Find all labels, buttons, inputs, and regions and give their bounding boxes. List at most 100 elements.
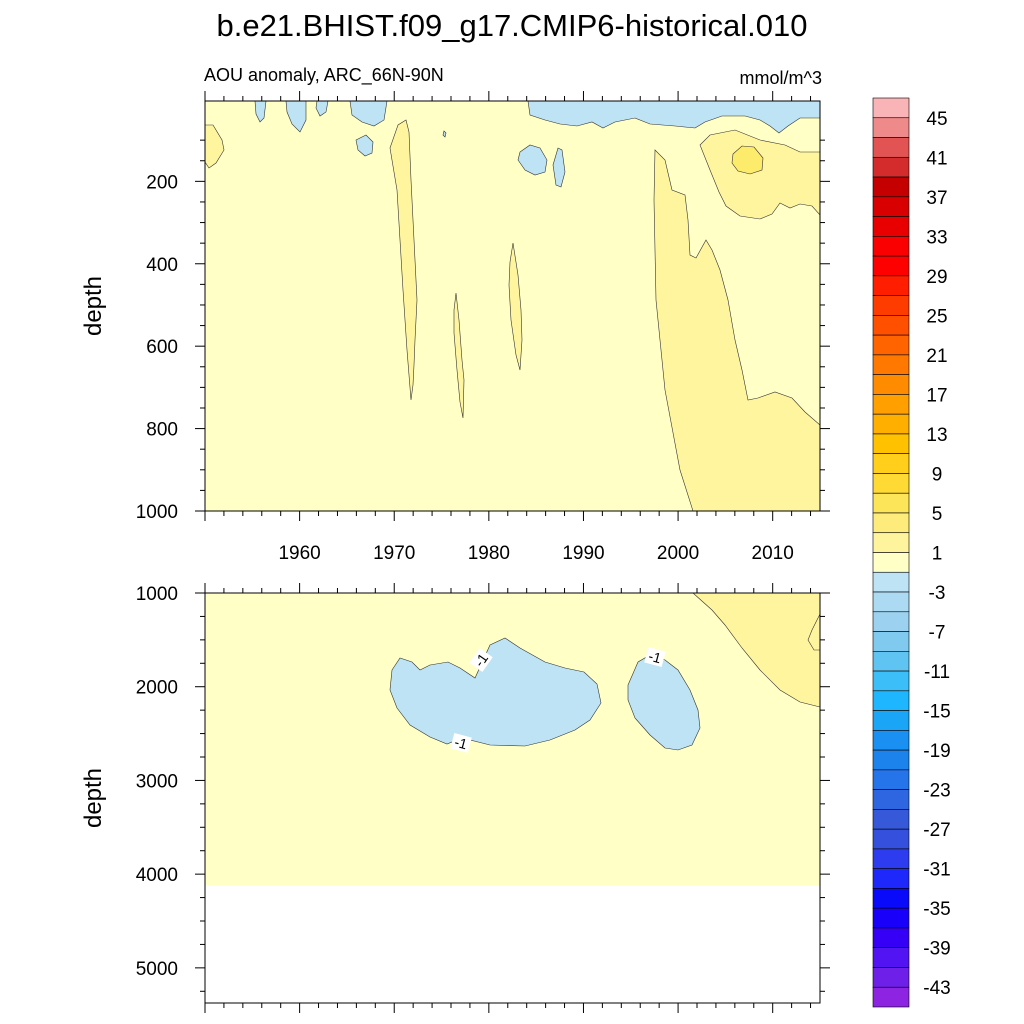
colorbar-swatch [872, 433, 910, 454]
colorbar-swatch [872, 631, 910, 652]
lower-y-tick-label: 3000 [136, 771, 178, 792]
colorbar-swatch [872, 196, 910, 217]
upper-streak-1970 [389, 119, 418, 401]
contour-label-2: -1 [644, 646, 666, 668]
colorbar-swatch [872, 927, 910, 949]
colorbar [872, 97, 910, 1008]
colorbar-label: 17 [926, 385, 947, 406]
colorbar-label: -31 [923, 860, 950, 881]
colorbar-swatch [872, 156, 910, 178]
lower-region-negative-large [389, 637, 602, 747]
lower-y-tick-label: 4000 [136, 865, 178, 886]
colorbar-label: 9 [932, 464, 943, 485]
colorbar-label: 5 [932, 504, 943, 525]
colorbar-swatch [872, 255, 910, 277]
colorbar-swatch [872, 315, 910, 336]
colorbar-swatch [872, 216, 910, 237]
colorbar-label: 21 [926, 346, 947, 367]
colorbar-label: -39 [923, 939, 950, 960]
lower-axis-ticks [195, 583, 830, 1013]
upper-streak-1983 [508, 242, 523, 371]
colorbar-label: 13 [926, 425, 947, 446]
colorbar-swatch [872, 137, 910, 158]
colorbar-swatch [872, 947, 910, 968]
colorbar-swatch [872, 97, 910, 119]
colorbar-swatch [872, 236, 910, 257]
lower-panel: -1 -1 -1 1000 2000 3000 4000 5000 depth [80, 583, 830, 1013]
upper-y-axis-title: depth [80, 276, 107, 336]
colorbar-swatch [872, 749, 910, 771]
colorbar-swatch [872, 670, 910, 692]
contour-label-text-3: -1 [453, 734, 469, 753]
upper-region-high-positive [731, 145, 764, 175]
colorbar-label: -35 [923, 899, 950, 920]
colorbar-swatch [872, 789, 910, 810]
colorbar-swatch [872, 295, 910, 316]
colorbar-swatch [872, 591, 910, 613]
colorbar-swatch [872, 354, 910, 375]
colorbar-swatch [872, 394, 910, 415]
lower-y-tick-labels: 1000 2000 3000 4000 5000 [136, 584, 178, 980]
upper-region-positive-right [653, 149, 821, 512]
colorbar-swatch [872, 651, 910, 672]
upper-x-tick-label: 1980 [468, 543, 510, 564]
colorbar-label: -19 [923, 741, 950, 762]
upper-x-tick-label: 1990 [562, 543, 604, 564]
upper-x-tick-label: 2000 [657, 543, 699, 564]
figure-title: b.e21.BHIST.f09_g17.CMIP6-historical.010 [216, 8, 807, 43]
colorbar-swatch [872, 690, 910, 711]
upper-y-tick-label: 400 [146, 255, 178, 276]
lower-panel-frame [204, 592, 821, 1004]
upper-panel: 200 400 600 800 1000 1960 1970 1980 1990 2000 201… [80, 91, 830, 564]
upper-y-tick-label: 200 [146, 172, 178, 193]
colorbar-swatch [872, 492, 910, 514]
contour-label-1: -1 [469, 648, 493, 672]
upper-x-tick-label: 2010 [752, 543, 794, 564]
colorbar-label: -3 [929, 583, 946, 604]
colorbar-labels: 45 41 37 33 29 25 21 17 13 9 5 1 -3 -7 -11 -15 -19 -23 -27… [923, 109, 950, 999]
upper-y-tick-label: 600 [146, 337, 178, 358]
colorbar-swatch [872, 809, 910, 830]
colorbar-label: -11 [924, 662, 950, 683]
colorbar-swatch [872, 532, 910, 553]
panel-subtitle-units: mmol/m^3 [740, 68, 822, 88]
upper-panel-frame [204, 100, 821, 512]
colorbar-swatch [872, 828, 910, 850]
upper-region-negative-blob-a [517, 144, 548, 176]
colorbar-swatch [872, 413, 910, 435]
colorbar-label: 1 [932, 544, 943, 565]
colorbar-swatch [872, 275, 910, 296]
colorbar-swatch [872, 552, 910, 573]
colorbar-label: 29 [926, 267, 947, 288]
upper-region-positive-topright [699, 129, 821, 220]
colorbar-swatch [872, 730, 910, 751]
colorbar-swatch [872, 571, 910, 593]
lower-panel-white-below-data [205, 885, 820, 1003]
contour-label-text-2: -1 [647, 648, 663, 667]
upper-y-tick-label: 1000 [136, 502, 178, 523]
lower-y-axis-title: depth [80, 768, 107, 828]
colorbar-swatch [872, 907, 910, 929]
colorbar-swatch [872, 334, 910, 356]
upper-y-tick-labels: 200 400 600 800 1000 [136, 172, 178, 523]
colorbar-swatch [872, 986, 910, 1008]
colorbar-swatch [872, 117, 910, 138]
colorbar-swatch [872, 967, 910, 988]
colorbar-swatch [872, 769, 910, 790]
colorbar-label: 33 [926, 227, 947, 248]
colorbar-swatch [872, 888, 910, 909]
lower-y-tick-label: 1000 [136, 584, 178, 605]
colorbar-swatch [872, 176, 910, 198]
colorbar-label: 45 [926, 109, 947, 130]
colorbar-swatch [872, 848, 910, 869]
colorbar-label: -15 [923, 702, 950, 723]
panel-subtitle-left: AOU anomaly, ARC_66N-90N [204, 65, 444, 86]
upper-region-positive-left [204, 124, 225, 169]
colorbar-label: -7 [929, 623, 946, 644]
upper-x-tick-labels: 1960 1970 1980 1990 2000 2010 [278, 543, 793, 564]
colorbar-swatch [872, 453, 910, 474]
upper-region-negative-blob-c [355, 134, 374, 157]
lower-y-tick-label: 5000 [136, 959, 178, 980]
colorbar-label: -23 [923, 781, 950, 802]
